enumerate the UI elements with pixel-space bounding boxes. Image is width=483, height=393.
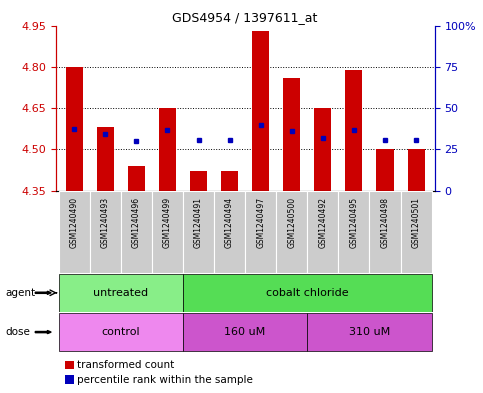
Bar xyxy=(58,313,183,351)
Text: dose: dose xyxy=(6,327,31,337)
Text: control: control xyxy=(101,327,140,337)
Bar xyxy=(66,67,83,191)
Text: GSM1240490: GSM1240490 xyxy=(70,197,79,248)
Text: GSM1240495: GSM1240495 xyxy=(349,197,358,248)
Bar xyxy=(121,191,152,273)
Bar xyxy=(307,191,339,273)
Text: GSM1240499: GSM1240499 xyxy=(163,197,172,248)
Text: transformed count: transformed count xyxy=(77,360,174,370)
Bar xyxy=(58,274,183,312)
Bar xyxy=(97,127,114,191)
Bar xyxy=(369,191,400,273)
Bar xyxy=(214,191,245,273)
Bar xyxy=(128,166,145,191)
Text: GSM1240494: GSM1240494 xyxy=(225,197,234,248)
Text: untreated: untreated xyxy=(93,288,148,298)
Text: GSM1240491: GSM1240491 xyxy=(194,197,203,248)
Text: GSM1240493: GSM1240493 xyxy=(101,197,110,248)
Bar xyxy=(376,149,394,191)
Bar xyxy=(307,313,432,351)
Text: 160 uM: 160 uM xyxy=(225,327,266,337)
Bar xyxy=(152,191,183,273)
Text: GSM1240497: GSM1240497 xyxy=(256,197,265,248)
Text: GSM1240492: GSM1240492 xyxy=(318,197,327,248)
Bar xyxy=(408,149,425,191)
Bar xyxy=(159,108,176,191)
Text: agent: agent xyxy=(6,288,36,298)
Title: GDS4954 / 1397611_at: GDS4954 / 1397611_at xyxy=(172,11,318,24)
Text: 310 uM: 310 uM xyxy=(349,327,390,337)
Text: GSM1240496: GSM1240496 xyxy=(132,197,141,248)
Bar xyxy=(314,108,331,191)
Text: GSM1240500: GSM1240500 xyxy=(287,197,296,248)
Text: GSM1240498: GSM1240498 xyxy=(381,197,389,248)
Text: GSM1240501: GSM1240501 xyxy=(412,197,421,248)
Text: cobalt chloride: cobalt chloride xyxy=(266,288,349,298)
Bar xyxy=(400,191,432,273)
Bar xyxy=(345,70,362,191)
Bar xyxy=(183,313,307,351)
Bar xyxy=(283,78,300,191)
Bar xyxy=(183,191,214,273)
Bar xyxy=(90,191,121,273)
Bar xyxy=(245,191,276,273)
Bar xyxy=(221,171,238,191)
Bar xyxy=(58,191,90,273)
Bar xyxy=(276,191,307,273)
Text: percentile rank within the sample: percentile rank within the sample xyxy=(77,375,253,385)
Bar xyxy=(252,31,269,191)
Bar xyxy=(183,274,432,312)
Bar xyxy=(339,191,369,273)
Bar xyxy=(190,171,207,191)
